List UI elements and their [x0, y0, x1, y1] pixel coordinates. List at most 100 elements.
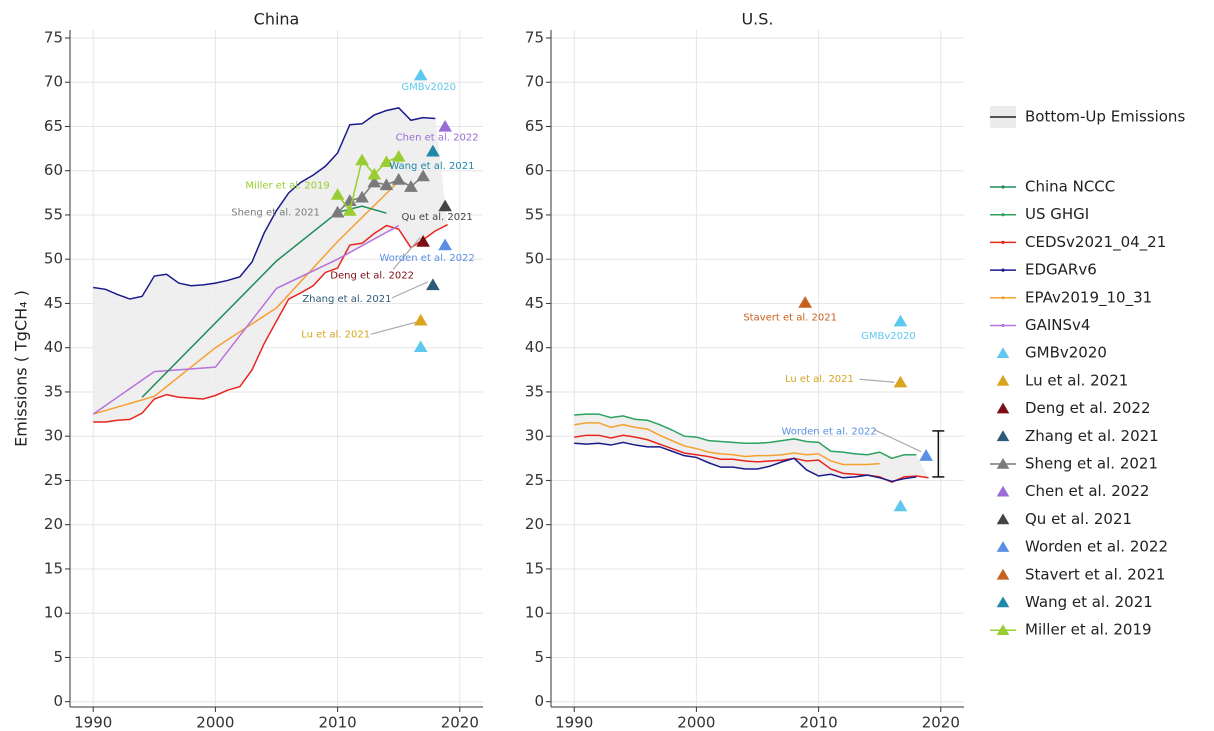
y-tick-label: 40 [525, 338, 544, 356]
panel-title: U.S. [741, 10, 773, 29]
estimate-marker [413, 68, 428, 81]
estimate-marker [413, 340, 428, 353]
y-tick-label: 30 [44, 427, 63, 445]
legend: Bottom-Up Emissions China NCCC US GHGI CEDS… [990, 106, 1185, 639]
leader-line [370, 321, 416, 335]
series-marker [342, 204, 357, 216]
legend-label: Qu et al. 2021 [1025, 510, 1132, 528]
leader-line [391, 281, 429, 299]
y-tick-label: 55 [525, 205, 544, 223]
y-tick-label: 60 [525, 161, 544, 179]
series-marker [355, 153, 369, 166]
y-tick-label: 25 [525, 471, 544, 489]
series-line [574, 441, 917, 483]
y-tick-label: 25 [44, 471, 63, 489]
series-marker [342, 194, 357, 206]
series-marker [391, 173, 406, 185]
series-marker [404, 180, 418, 192]
legend-label: Worden et al. 2022 [1025, 538, 1168, 556]
estimate-marker [426, 278, 440, 291]
y-tick-label: 50 [525, 250, 544, 268]
uncertainty-band [574, 414, 929, 483]
estimate-label: Wang et al. 2021 [389, 161, 474, 172]
y-tick-label: 35 [44, 382, 63, 400]
estimate-marker [416, 235, 430, 247]
x-tick-label: 1990 [555, 714, 593, 731]
legend-label: Miller et al. 2019 [1025, 621, 1152, 639]
estimate-marker [893, 375, 908, 388]
series-label: Sheng et al. 2021 [231, 207, 320, 218]
estimate-label: Worden et al. 2022 [781, 427, 876, 438]
estimate-label: GMBv2020 [401, 82, 456, 93]
series-marker [355, 190, 369, 203]
y-tick-label: 10 [44, 604, 63, 622]
series-line [574, 413, 917, 460]
y-tick-label: 0 [534, 692, 544, 710]
y-tick-label: 30 [525, 427, 544, 445]
series-line [93, 224, 448, 423]
x-tick-label: 1990 [74, 714, 112, 731]
legend-label: GAINSv4 [1025, 316, 1090, 334]
series-marker [379, 178, 394, 191]
estimate-label: Deng et al. 2022 [330, 271, 414, 282]
legend-swatch [1001, 296, 1005, 300]
x-tick-label: 2010 [319, 714, 357, 731]
x-tick-label: 2020 [441, 714, 479, 731]
series-marker [367, 175, 382, 188]
y-tick-label: 50 [44, 250, 63, 268]
legend-label: China NCCC [1025, 178, 1115, 196]
y-tick-label: 75 [44, 28, 63, 46]
estimate-marker [438, 238, 452, 251]
x-tick-label: 2000 [677, 714, 715, 731]
legend-swatch [996, 458, 1010, 469]
y-tick-label: 20 [525, 515, 544, 533]
series-marker [391, 150, 406, 162]
estimate-marker [438, 199, 452, 212]
y-tick-label: 5 [53, 648, 63, 666]
y-tick-label: 55 [44, 205, 63, 223]
estimate-marker [413, 313, 428, 326]
legend-swatch [996, 430, 1010, 442]
legend-swatch [996, 568, 1010, 580]
leader-line [392, 237, 421, 270]
legend-swatch [1001, 185, 1005, 189]
legend-swatch [1001, 268, 1005, 272]
uncertainty-band [93, 107, 448, 423]
legend-label: GMBv2020 [1025, 344, 1107, 362]
series-line [574, 422, 880, 466]
legend-swatch [996, 513, 1010, 525]
y-tick-label: 65 [44, 117, 63, 135]
legend-label: US GHGI [1025, 205, 1089, 223]
series-line [92, 224, 400, 415]
legend-swatch [996, 374, 1010, 386]
legend-label: Sheng et al. 2021 [1025, 455, 1158, 473]
estimate-label: GMBv2020 [861, 331, 916, 342]
y-tick-label: 70 [525, 73, 544, 91]
series-label: Miller et al. 2019 [245, 181, 329, 192]
estimate-marker [438, 119, 452, 132]
legend-swatch [1001, 323, 1005, 328]
legend-label: Lu et al. 2021 [1025, 371, 1128, 389]
legend-swatch [1001, 213, 1005, 217]
legend-swatch [996, 541, 1010, 552]
estimate-marker [893, 499, 908, 512]
x-tick-label: 2010 [800, 714, 838, 731]
legend-swatch [1001, 240, 1005, 244]
legend-label: Chen et al. 2022 [1025, 482, 1149, 500]
leader-line [859, 378, 895, 383]
estimate-label: Zhang et al. 2021 [302, 294, 391, 305]
legend-label: Zhang et al. 2021 [1025, 427, 1159, 445]
panel-title: China [254, 10, 300, 29]
series-line [93, 107, 436, 300]
estimate-label: Worden et al. 2022 [379, 253, 474, 264]
y-tick-label: 10 [525, 604, 544, 622]
estimate-marker [893, 314, 908, 327]
x-tick-label: 2020 [922, 714, 960, 731]
legend-label: Deng et al. 2022 [1025, 399, 1151, 417]
y-tick-label: 5 [534, 648, 544, 666]
estimate-label: Stavert et al. 2021 [743, 313, 837, 324]
x-tick-label: 2000 [196, 714, 234, 731]
legend-label: EPAv2019_10_31 [1025, 288, 1152, 307]
series-marker [416, 169, 430, 182]
